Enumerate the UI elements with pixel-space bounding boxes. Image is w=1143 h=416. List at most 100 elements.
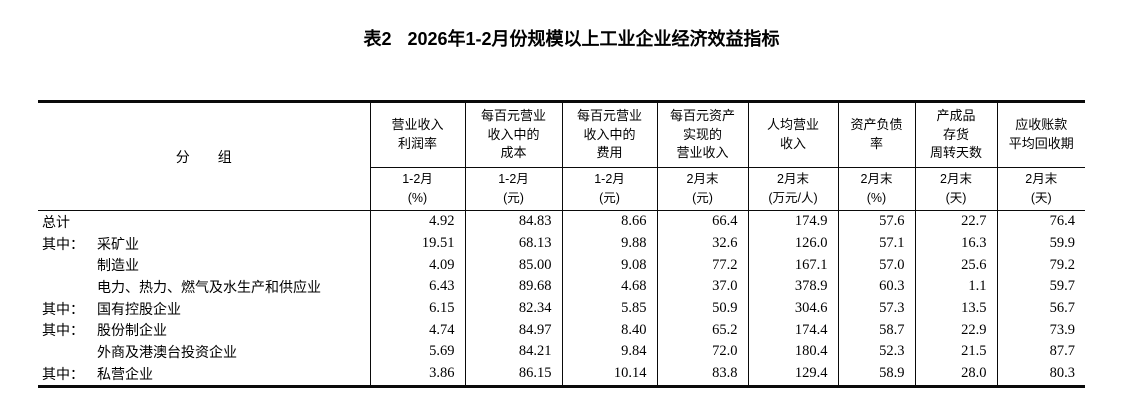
- column-unit: (天): [945, 191, 967, 205]
- cell-value: 4.68: [561, 276, 657, 298]
- row-label-text: 制造业: [97, 257, 139, 274]
- cell-value: 84.21: [464, 341, 562, 363]
- cell-value: 16.3: [914, 232, 997, 255]
- cell-value: 21.5: [914, 341, 997, 363]
- cell-value: 84.83: [464, 210, 562, 233]
- column-unit: (元): [599, 191, 620, 205]
- column-period: 1-2月: [594, 171, 625, 186]
- cell-value: 174.4: [747, 319, 838, 342]
- row-label: 外商及港澳台投资企业: [38, 341, 370, 363]
- cell-value: 5.69: [369, 341, 465, 363]
- cell-value: 10.14: [561, 362, 657, 386]
- column-period: 2月末: [777, 171, 809, 186]
- cell-value: 50.9: [656, 297, 748, 320]
- column-header-revenue-per-capita: 人均营业 收入: [747, 101, 838, 168]
- table-row: 其中： 股份制企业 4.74 84.97 8.40 65.2 174.4 58.7…: [38, 319, 1085, 342]
- row-label-text: 国有控股企业: [97, 300, 181, 317]
- column-period-unit: 2月末 (%): [837, 167, 915, 211]
- cell-value: 68.13: [464, 232, 562, 255]
- cell-value: 82.34: [464, 297, 562, 320]
- column-header-inventory-turnover-days: 产成品 存货 周转天数: [914, 101, 997, 168]
- cell-value: 76.4: [996, 210, 1085, 233]
- cell-value: 65.2: [656, 319, 748, 342]
- column-unit: (元): [692, 191, 713, 205]
- cell-value: 22.7: [914, 210, 997, 233]
- table-row: 电力、热力、燃气及水生产和供应业 6.43 89.68 4.68 37.0 37…: [38, 276, 1085, 298]
- cell-value: 28.0: [914, 362, 997, 386]
- cell-value: 9.84: [561, 341, 657, 363]
- table-row: 其中： 采矿业 19.51 68.13 9.88 32.6 126.0 57.1 …: [38, 232, 1085, 255]
- column-period: 2月末: [940, 171, 972, 186]
- cell-value: 5.85: [561, 297, 657, 320]
- cell-value: 13.5: [914, 297, 997, 320]
- cell-value: 57.6: [837, 210, 915, 233]
- column-period-unit: 2月末 (万元/人): [747, 167, 838, 211]
- cell-value: 1.1: [914, 276, 997, 298]
- column-period: 2月末: [686, 171, 719, 186]
- column-header-revenue-per-100-assets: 每百元资产 实现的 营业收入: [656, 101, 748, 168]
- cell-value: 89.68: [464, 276, 562, 298]
- column-period-unit: 2月末 (元): [656, 167, 748, 211]
- row-label: 总计: [38, 211, 370, 233]
- cell-value: 58.9: [837, 362, 915, 386]
- table-row: 外商及港澳台投资企业 5.69 84.21 9.84 72.0 180.4 52…: [38, 341, 1085, 363]
- cell-value: 9.08: [561, 254, 657, 277]
- cell-value: 37.0: [656, 276, 748, 298]
- cell-value: 180.4: [747, 341, 838, 363]
- header-name-row: 分 组 营业收入 利润率 每百元营业 收入中的 成本 每百元营业 收入中的 费用…: [38, 101, 1085, 211]
- row-label-text: 股份制企业: [97, 322, 167, 339]
- column-unit: (%): [407, 191, 428, 205]
- cell-value: 83.8: [656, 362, 748, 386]
- cell-value: 57.3: [837, 297, 915, 320]
- cell-value: 6.15: [369, 297, 465, 320]
- cell-value: 32.6: [656, 232, 748, 255]
- cell-value: 66.4: [656, 210, 748, 233]
- cell-value: 58.7: [837, 319, 915, 342]
- cell-value: 79.2: [996, 254, 1085, 277]
- row-label: 制造业: [38, 254, 370, 276]
- cell-value: 174.9: [747, 210, 838, 233]
- cell-value: 6.43: [369, 276, 465, 298]
- cell-value: 57.0: [837, 254, 915, 277]
- cell-value: 3.86: [369, 362, 465, 386]
- row-label: 其中： 采矿业: [38, 233, 370, 255]
- column-period-unit: 2月末 (天): [996, 167, 1085, 211]
- cell-value: 87.7: [996, 341, 1085, 363]
- cell-value: 4.09: [369, 254, 465, 277]
- row-label-prefix: 其中：: [42, 235, 84, 252]
- column-unit: (元): [503, 191, 524, 205]
- table-title: 表2 2026年1-2月份规模以上工业企业经济效益指标: [0, 0, 1143, 52]
- column-header-expense-per-100-revenue: 每百元营业 收入中的 费用: [561, 101, 657, 168]
- row-label: 其中： 国有控股企业: [38, 298, 370, 320]
- cell-value: 167.1: [747, 254, 838, 277]
- cell-value: 59.7: [996, 276, 1085, 298]
- cell-value: 378.9: [747, 276, 838, 298]
- cell-value: 19.51: [369, 232, 465, 255]
- table-title-text: 2026年1-2月份规模以上工业企业经济效益指标: [407, 29, 780, 49]
- cell-value: 59.9: [996, 232, 1085, 255]
- cell-value: 304.6: [747, 297, 838, 320]
- column-period-unit: 2月末 (天): [914, 167, 997, 211]
- column-period-unit: 1-2月 (元): [561, 167, 657, 211]
- row-label-prefix: 其中：: [42, 300, 84, 317]
- cell-value: 8.40: [561, 319, 657, 342]
- cell-value: 22.9: [914, 319, 997, 342]
- cell-value: 52.3: [837, 341, 915, 363]
- row-label-prefix: 其中：: [42, 322, 84, 339]
- row-label: 电力、热力、燃气及水生产和供应业: [38, 276, 370, 298]
- column-unit: (%): [866, 191, 887, 205]
- cell-value: 126.0: [747, 232, 838, 255]
- cell-value: 86.15: [464, 362, 562, 386]
- table-row: 总计 4.92 84.83 8.66 66.4 174.9 57.6 22.7 …: [38, 210, 1085, 233]
- column-unit: (万元/人): [768, 191, 818, 205]
- row-label-prefix: 其中：: [42, 365, 84, 382]
- header-unit-row: 1-2月 (%) 1-2月 (元) 1-2月 (元) 2月末 (元) 2月末 (万元/人)…: [38, 167, 1085, 211]
- row-label-text: 采矿业: [97, 235, 139, 252]
- cell-value: 56.7: [996, 297, 1085, 320]
- cell-value: 72.0: [656, 341, 748, 363]
- cell-value: 80.3: [996, 362, 1085, 386]
- row-label-text: 总计: [42, 213, 70, 230]
- column-header-cost-per-100-revenue: 每百元营业 收入中的 成本: [464, 101, 562, 168]
- row-label: 其中： 私营企业: [38, 363, 370, 386]
